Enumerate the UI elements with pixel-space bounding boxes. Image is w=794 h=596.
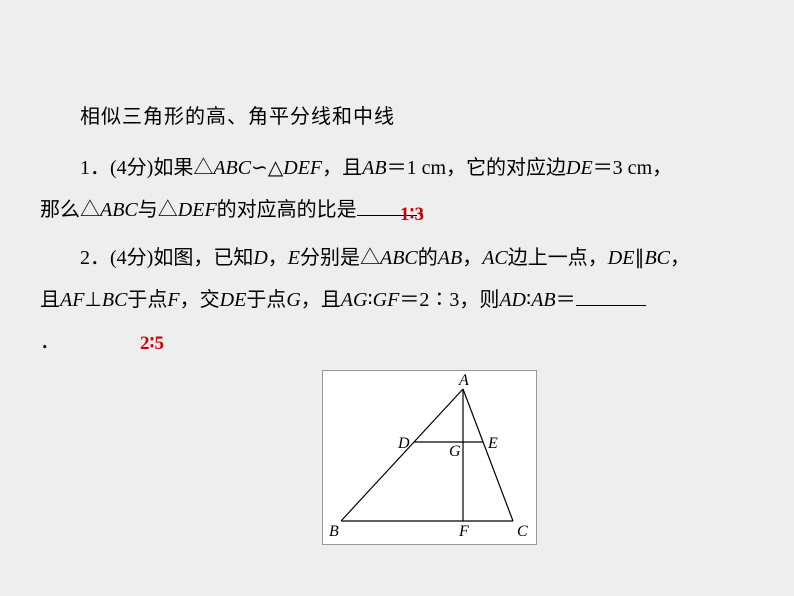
q2-l2c: ，交: [180, 289, 220, 311]
diagram-svg: A B C D E F G: [323, 371, 536, 544]
q2-prefix: 2．(4分)如图，已知: [80, 247, 253, 269]
q1-sim: ∽△: [251, 157, 283, 179]
q1-de: DE: [566, 157, 593, 179]
q2-mid2: 的: [418, 247, 438, 269]
q2-l2a: 且: [40, 289, 60, 311]
question-2-line-2: 且AF⊥BC于点F，交DE于点G，且AG∶GF＝2∶3，则AD∶AB＝: [40, 279, 744, 321]
q2-perp: ⊥: [84, 289, 101, 311]
q1-l2a: 那么△: [40, 199, 100, 221]
triangle-diagram: A B C D E F G: [322, 370, 537, 545]
svg-text:C: C: [517, 523, 528, 540]
q2-g: G: [286, 289, 300, 311]
q2-par: ∥: [634, 247, 644, 269]
q2-l2e: ，且: [301, 289, 341, 311]
question-2-line-3: ． 2∶5: [40, 321, 744, 363]
svg-text:B: B: [329, 523, 339, 540]
section-title: 相似三角形的高、角平分线和中线: [80, 100, 744, 129]
q2-dot: ．: [40, 331, 60, 353]
q1-tri1b: ABC: [100, 199, 138, 221]
q2-ab: AB: [438, 247, 462, 269]
question-2-line-1: 2．(4分)如图，已知D，E分别是△ABC的AB，AC边上一点，DE∥BC，: [80, 237, 744, 279]
q2-de: DE: [608, 247, 635, 269]
q1-tri2b: DEF: [178, 199, 217, 221]
q2-abc: ABC: [380, 247, 418, 269]
q1-eq1: ＝1 cm，它的对应边: [387, 157, 566, 179]
q2-af: AF: [60, 289, 84, 311]
svg-text:G: G: [449, 443, 461, 460]
q1-eq2: ＝3 cm，: [593, 157, 672, 179]
q1-l2c: 的对应高的比是: [217, 199, 357, 221]
q2-ab2: AB: [531, 289, 555, 311]
q2-de2: DE: [220, 289, 247, 311]
q2-mid3: 边上一点，: [508, 247, 608, 269]
svg-text:E: E: [487, 435, 498, 452]
q2-ad: AD: [499, 289, 526, 311]
svg-text:D: D: [397, 435, 410, 452]
q2-gf: GF: [373, 289, 400, 311]
q1-text: 1．(4分)如果△: [80, 157, 213, 179]
q1-tri2: DEF: [283, 157, 322, 179]
q2-c1: ，: [268, 247, 288, 269]
svg-text:F: F: [458, 523, 469, 540]
q2-ac: AC: [482, 247, 508, 269]
q2-eq: ＝2∶3，则: [399, 289, 499, 311]
q2-answer: 2∶5: [140, 323, 164, 365]
svg-text:A: A: [458, 372, 469, 389]
q2-f: F: [167, 289, 179, 311]
q2-mid1: 分别是△: [300, 247, 380, 269]
q2-blank: [576, 284, 646, 306]
question-1-line-2: 那么△ABC与△DEF的对应高的比是． 1∶3: [40, 189, 744, 231]
q2-d: D: [253, 247, 267, 269]
q1-ab: AB: [362, 157, 386, 179]
q1-l2b: 与△: [138, 199, 178, 221]
q2-eq2: ＝: [556, 289, 576, 311]
q2-e: E: [288, 247, 300, 269]
question-1-line-1: 1．(4分)如果△ABC∽△DEF，且AB＝1 cm，它的对应边DE＝3 cm，: [80, 147, 744, 189]
q2-bc2: BC: [102, 289, 128, 311]
q1-tri1: ABC: [213, 157, 251, 179]
q2-c2: ，: [462, 247, 482, 269]
q1-mid1: ，且: [322, 157, 362, 179]
q2-c3: ，: [670, 247, 690, 269]
q2-l2b: 于点: [127, 289, 167, 311]
q2-l2d: 于点: [246, 289, 286, 311]
q2-bc: BC: [644, 247, 670, 269]
q2-ag: AG: [341, 289, 368, 311]
q1-answer: 1∶3: [400, 194, 424, 236]
